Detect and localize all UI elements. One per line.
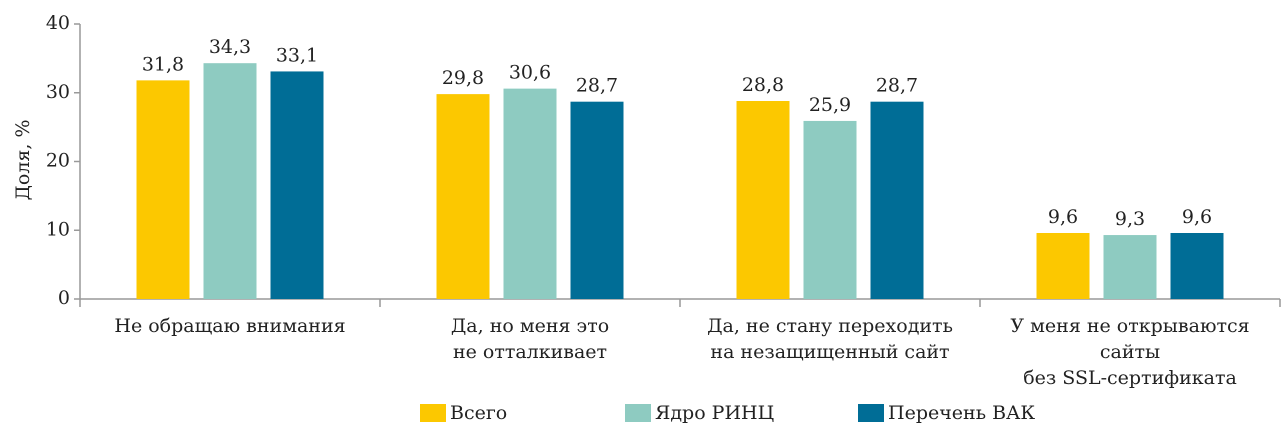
y-tick-label: 40: [46, 12, 70, 34]
x-tick-label: Не обращаю внимания: [114, 315, 345, 337]
value-label: 34,3: [209, 36, 251, 58]
legend-swatch: [420, 404, 446, 422]
x-tick-label: Да, не стану переходить: [707, 315, 953, 337]
x-tick-label: без SSL-сертификата: [1023, 367, 1237, 389]
bar: [1036, 233, 1090, 299]
value-label: 33,1: [276, 44, 318, 66]
value-label: 29,8: [442, 67, 484, 89]
value-label: 9,6: [1048, 206, 1078, 228]
x-tick-label: сайты: [1100, 341, 1160, 363]
value-label: 9,3: [1115, 208, 1145, 230]
bar: [503, 88, 557, 299]
value-label: 9,6: [1182, 206, 1212, 228]
y-axis-label: Доля, %: [12, 119, 34, 200]
legend-swatch: [858, 404, 884, 422]
y-tick-label: 20: [46, 150, 70, 172]
value-label: 25,9: [809, 94, 851, 116]
bar: [136, 80, 190, 299]
bar: [203, 63, 257, 299]
legend-swatch: [625, 404, 651, 422]
x-tick-label: на незащищенный сайт: [710, 341, 949, 363]
y-tick-label: 30: [46, 81, 70, 103]
bar: [436, 94, 490, 299]
value-label: 31,8: [142, 53, 184, 75]
value-label: 28,7: [576, 75, 618, 97]
y-tick-label: 10: [46, 218, 70, 240]
bar: [870, 101, 924, 299]
value-label: 28,8: [742, 74, 784, 96]
x-tick-label: Да, но меня это: [451, 315, 609, 337]
legend-label: Ядро РИНЦ: [655, 402, 774, 424]
bar: [570, 101, 624, 299]
legend-label: Всего: [450, 402, 507, 424]
bar: [1103, 235, 1157, 299]
bar: [270, 71, 324, 299]
bar: [736, 101, 790, 299]
value-label: 30,6: [509, 62, 551, 84]
x-tick-label: не отталкивает: [453, 341, 607, 363]
legend-label: Перечень ВАК: [888, 402, 1035, 424]
bar: [803, 120, 857, 299]
value-label: 28,7: [876, 75, 918, 97]
x-tick-label: У меня не открываются: [1010, 315, 1249, 337]
y-tick-label: 0: [58, 287, 70, 309]
bar: [1170, 233, 1224, 299]
